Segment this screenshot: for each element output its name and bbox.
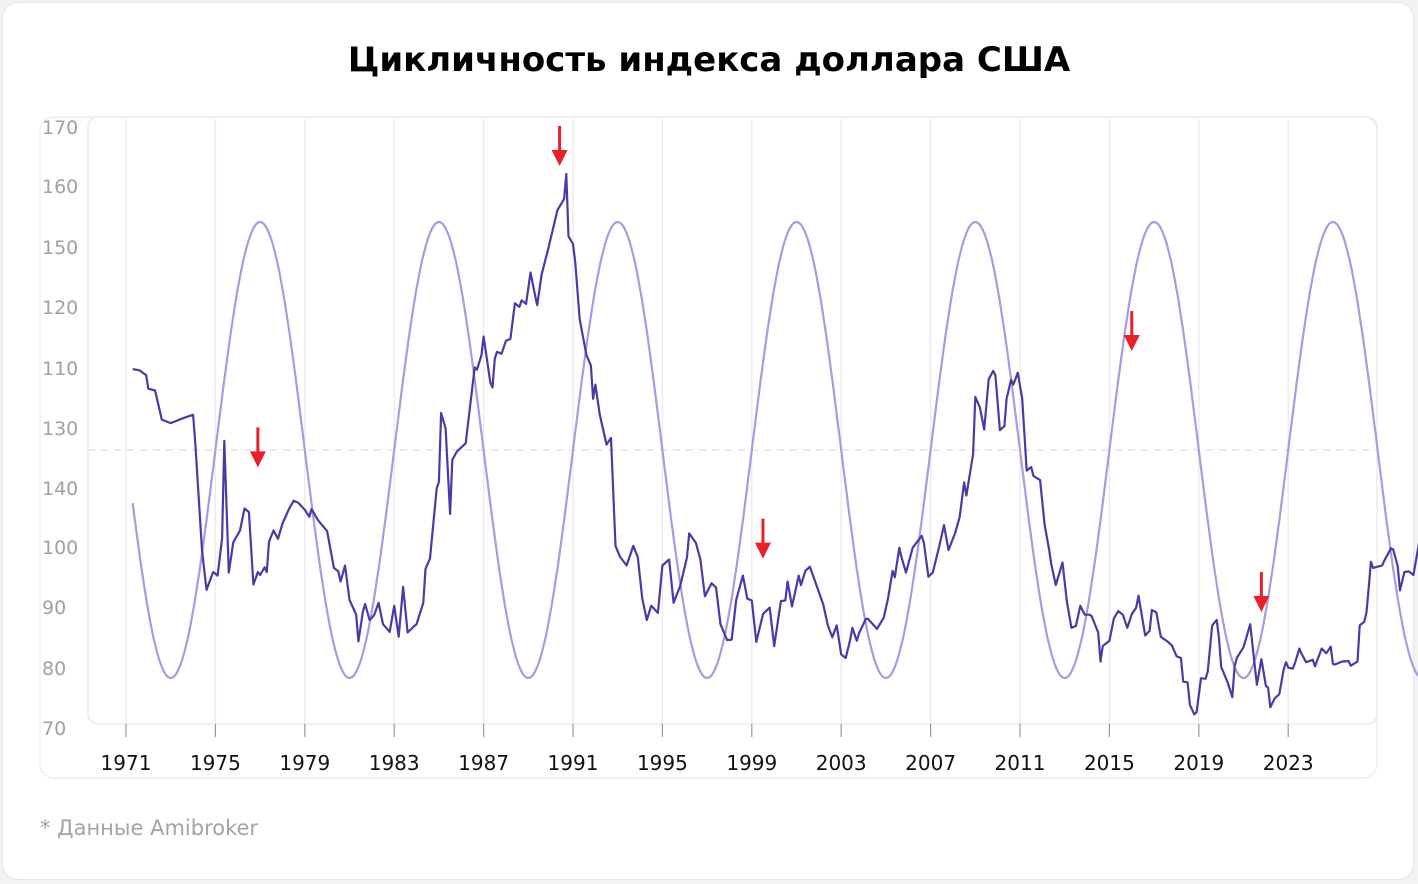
x-tick-label: 2007 [905,751,956,775]
footnote: * Данные Amibroker [40,816,259,840]
y-tick-label: 110 [42,358,78,380]
peak-arrow-icon [1253,572,1270,613]
dollar-index-line [132,172,1418,716]
y-tick-label: 100 [42,537,78,559]
x-tick-label: 1975 [190,751,241,775]
peak-arrow-icon [754,518,771,559]
x-tick-label: 2023 [1263,751,1314,775]
y-tick-label: 120 [42,297,78,319]
x-tick-label: 2003 [816,751,867,775]
y-tick-label: 70 [42,718,66,740]
x-tick-label: 1995 [637,751,688,775]
x-tick-label: 1991 [548,751,599,775]
x-tick-label: 2015 [1084,751,1135,775]
cycle-wave-line [131,220,1418,680]
y-tick-label: 150 [42,237,78,259]
peak-arrow-icon [249,427,266,468]
y-tick-label: 170 [42,117,78,139]
y-tick-label: 90 [42,597,66,619]
y-tick-label: 160 [42,176,78,198]
chart-title: Цикличность индекса доллара США [347,40,1071,80]
y-tick-label: 130 [42,418,78,440]
y-tick-label: 80 [42,658,66,680]
x-tick-label: 1979 [279,751,330,775]
x-tick-label: 2019 [1173,751,1224,775]
peak-arrow-icon [1123,311,1140,352]
x-tick-label: 1983 [369,751,420,775]
peak-arrow-icon [551,126,568,166]
x-tick-label: 1971 [101,751,152,775]
x-tick-label: 1987 [458,751,509,775]
x-tick-label: 2011 [995,751,1046,775]
y-tick-label: 140 [42,478,78,500]
x-tick-label: 1999 [726,751,777,775]
